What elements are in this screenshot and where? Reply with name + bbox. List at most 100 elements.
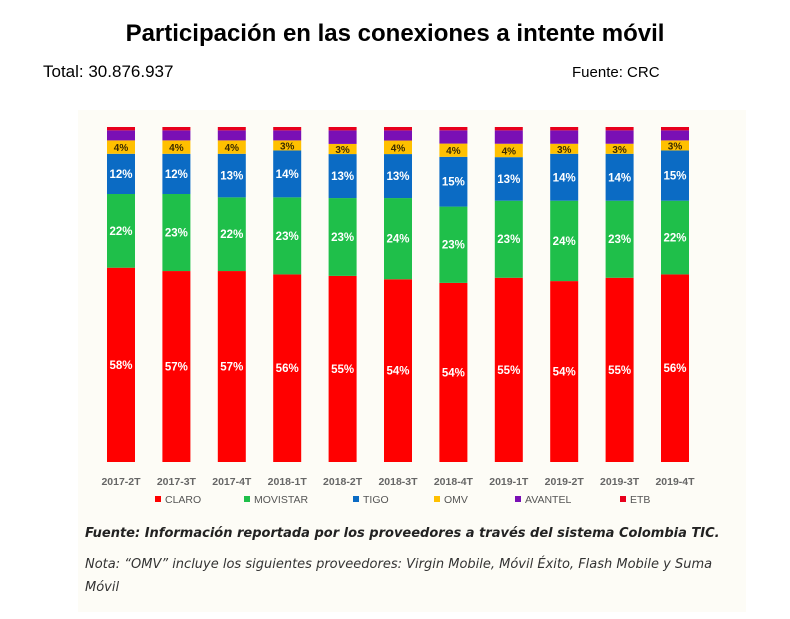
legend-label-avantel: AVANTEL (525, 494, 571, 506)
total-label: Total: 30.876.937 (43, 62, 174, 81)
bar-segment-tigo (273, 150, 302, 198)
data-label: 23% (276, 231, 299, 243)
data-label: 3% (280, 141, 295, 152)
bar-segment-etb (328, 127, 357, 131)
bar-segment-etb (494, 127, 523, 131)
bar-segment-tigo (550, 153, 579, 201)
data-label: 56% (663, 363, 686, 375)
bar-segment-etb (605, 127, 634, 131)
data-label: 58% (109, 360, 132, 372)
data-label: 15% (663, 171, 686, 183)
bar-segment-tigo (494, 157, 523, 201)
bar-segment-movistar (550, 200, 579, 282)
x-tick-label: 2017-4T (212, 476, 252, 488)
bar-segment-movistar (217, 197, 246, 272)
bar-segment-claro (273, 274, 302, 462)
legend-swatch-omv (434, 496, 440, 502)
bar-segment-claro (550, 281, 579, 462)
bar-segment-avantel (217, 130, 246, 141)
x-tick-label: 2019-4T (655, 476, 695, 488)
legend-swatch-movistar (244, 496, 250, 502)
data-label: 3% (668, 141, 683, 152)
data-label: 23% (497, 234, 520, 246)
data-label: 14% (608, 172, 631, 184)
chart-title: Participación en las conexiones a intent… (125, 20, 665, 47)
bar-segment-avantel (661, 130, 689, 141)
data-label: 54% (442, 367, 465, 379)
data-label: 14% (276, 169, 299, 181)
data-label: 15% (442, 177, 465, 189)
bar-segment-avantel (605, 130, 634, 144)
legend-label-omv: OMV (444, 494, 468, 506)
bar-segment-etb (107, 127, 135, 131)
data-label: 14% (553, 172, 576, 184)
bar-segment-omv (217, 140, 246, 154)
data-label: 3% (335, 145, 350, 156)
bar-segment-claro (661, 274, 689, 462)
bar-segment-etb (550, 127, 579, 131)
bar-segment-omv (384, 140, 412, 155)
data-label: 4% (391, 143, 406, 154)
bar-segment-omv (550, 143, 579, 154)
data-label: 55% (608, 365, 631, 377)
bar-segment-omv (661, 140, 689, 151)
legend-label-tigo: TIGO (363, 494, 389, 506)
x-tick-label: 2018-2T (323, 476, 363, 488)
bar-segment-avantel (494, 130, 523, 144)
data-label: 24% (553, 236, 576, 248)
bar-segment-etb (384, 127, 412, 131)
bar-segment-omv (273, 140, 302, 151)
data-label: 4% (225, 143, 240, 154)
bar-segment-claro (217, 271, 246, 462)
bar-segment-claro (162, 271, 191, 462)
data-label: 12% (165, 169, 188, 181)
bar-segment-avantel (439, 130, 468, 144)
bar-segment-etb (217, 127, 246, 131)
x-tick-label: 2019-2T (545, 476, 585, 488)
data-label: 54% (386, 366, 409, 378)
data-label: 55% (497, 365, 520, 377)
bar-segment-etb (439, 127, 468, 131)
data-label: 23% (608, 234, 631, 246)
legend-label-etb: ETB (630, 494, 650, 506)
data-label: 13% (331, 171, 354, 183)
data-label: 12% (109, 169, 132, 181)
bar-segment-omv (439, 143, 468, 157)
data-label: 55% (331, 364, 354, 376)
bar-segment-tigo (162, 153, 191, 194)
data-label: 3% (612, 145, 627, 156)
bar-segment-movistar (162, 194, 191, 272)
bar-segment-omv (328, 143, 357, 155)
x-tick-label: 2017-3T (157, 476, 197, 488)
bar-segment-movistar (328, 198, 357, 276)
bar-segment-movistar (494, 200, 523, 278)
bar-segment-omv (494, 143, 523, 158)
bar-segment-claro (384, 279, 412, 462)
legend-swatch-etb (620, 496, 626, 502)
bar-segment-etb (162, 127, 191, 131)
data-label: 57% (220, 362, 243, 374)
bar-segment-claro (605, 277, 634, 462)
bar-segment-tigo (661, 150, 689, 201)
data-label: 23% (165, 228, 188, 240)
bar-segment-movistar (605, 200, 634, 278)
bar-segment-avantel (550, 130, 579, 144)
data-label: 22% (663, 233, 686, 245)
bar-segment-tigo (217, 153, 246, 198)
bar-segment-tigo (605, 153, 634, 201)
legend-label-claro: CLARO (165, 494, 201, 506)
bar-segment-avantel (162, 130, 191, 141)
data-label: 4% (502, 146, 517, 157)
bar-segment-tigo (384, 154, 412, 199)
bar-segment-claro (328, 275, 357, 462)
bar-segment-claro (107, 267, 135, 462)
bar-segment-movistar (439, 206, 468, 283)
bar-segment-avantel (107, 130, 135, 141)
x-tick-label: 2019-1T (489, 476, 529, 488)
bar-segment-movistar (107, 194, 135, 268)
data-label: 22% (220, 229, 243, 241)
bar-segment-avantel (384, 130, 412, 141)
data-label: 23% (331, 232, 354, 244)
legend-swatch-avantel (515, 496, 521, 502)
